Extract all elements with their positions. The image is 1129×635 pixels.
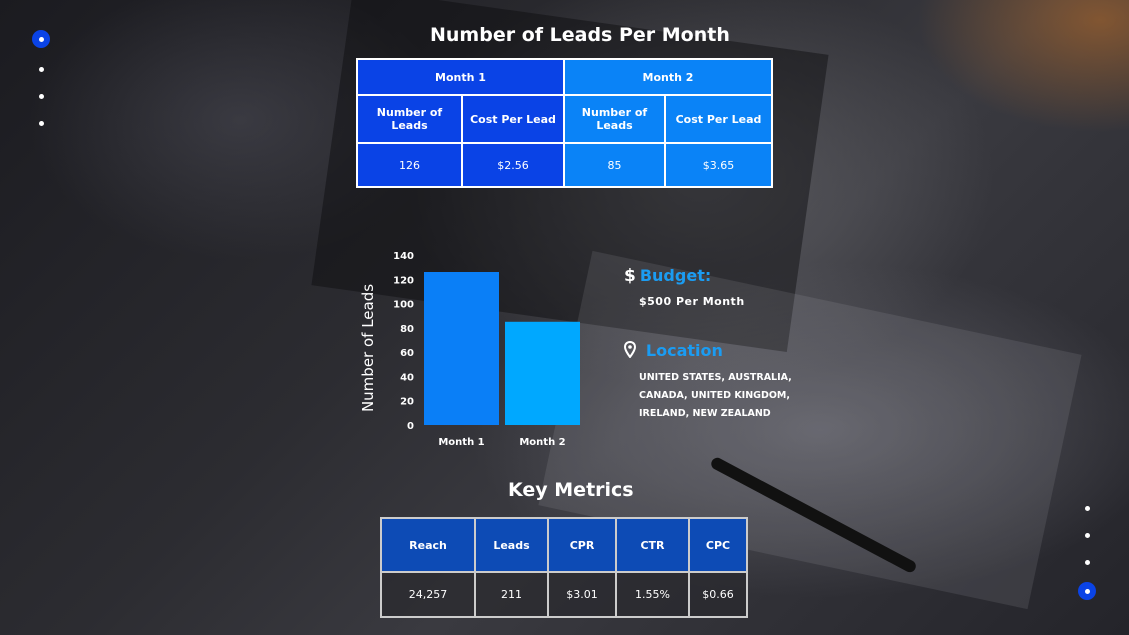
leads-bar-chart: Number of Leads 0 20 40 60 80 100 120 140 Month 1… (359, 251, 580, 448)
column-header: Cost Per Lead (664, 94, 773, 144)
y-axis-label: Number of Leads (359, 284, 377, 412)
slide-dot-active[interactable] (1078, 582, 1096, 600)
column-header: Cost Per Lead (461, 94, 565, 144)
dollar-icon: $ (624, 266, 636, 286)
x-tick-label: Month 2 (519, 437, 565, 448)
y-tick-label: 20 (400, 397, 414, 408)
metric-value: $3.01 (547, 571, 617, 618)
x-tick-label: Month 1 (438, 437, 484, 448)
budget-heading: $ Budget: (624, 266, 711, 286)
metric-header: CPR (547, 517, 617, 573)
location-line: UNITED STATES, AUSTRALIA, (639, 372, 792, 383)
table-cell: $3.65 (664, 142, 773, 188)
slide-nav-top (32, 30, 50, 126)
metric-value: 24,257 (380, 571, 476, 618)
table-cell: $2.56 (461, 142, 565, 188)
slide-dot[interactable] (1084, 560, 1090, 565)
metrics-title: Key Metrics (508, 479, 634, 501)
y-tick-label: 120 (393, 275, 414, 286)
slide-dot[interactable] (38, 121, 44, 126)
y-tick-label: 40 (400, 372, 414, 383)
slide-dot[interactable] (1084, 506, 1090, 511)
slide-dot[interactable] (1084, 533, 1090, 538)
budget-label: Budget: (639, 266, 712, 285)
column-header: Number of Leads (563, 94, 666, 144)
y-tick-label: 100 (393, 300, 414, 311)
slide-dot[interactable] (38, 67, 44, 72)
location-heading: Location (623, 340, 723, 361)
budget-value: $500 Per Month (639, 295, 745, 308)
y-tick-label: 60 (400, 348, 414, 359)
slide-dot[interactable] (38, 94, 44, 99)
metric-header: CTR (615, 517, 690, 573)
bar (424, 272, 499, 425)
slide-nav-bottom (1078, 506, 1096, 600)
metrics-table: Reach Leads CPR CTR CPC 24,257 211 $3.01… (380, 517, 748, 618)
y-tick-label: 0 (407, 421, 414, 432)
month-header: Month 1 (356, 58, 565, 96)
metric-header: Reach (380, 517, 476, 573)
location-line: CANADA, UNITED KINGDOM, (639, 390, 790, 401)
leads-title: Number of Leads Per Month (430, 24, 730, 46)
metric-header: Leads (474, 517, 549, 573)
column-header: Number of Leads (356, 94, 463, 144)
metric-value: 1.55% (615, 571, 690, 618)
location-list: UNITED STATES, AUSTRALIA, CANADA, UNITED… (639, 369, 792, 423)
location-line: IRELAND, NEW ZEALAND (639, 408, 771, 419)
bar (505, 321, 580, 425)
table-cell: 85 (563, 142, 666, 188)
slide-dot-active[interactable] (32, 30, 50, 48)
metric-value: 211 (474, 571, 549, 618)
month-header: Month 2 (563, 58, 773, 96)
location-pin-icon (623, 340, 642, 361)
table-cell: 126 (356, 142, 463, 188)
metric-header: CPC (688, 517, 748, 573)
location-label: Location (645, 341, 723, 360)
leads-table: Month 1 Month 2 Number of Leads Cost Per… (356, 58, 773, 188)
metric-value: $0.66 (688, 571, 748, 618)
y-tick-label: 80 (400, 324, 414, 335)
y-tick-label: 140 (393, 251, 414, 262)
